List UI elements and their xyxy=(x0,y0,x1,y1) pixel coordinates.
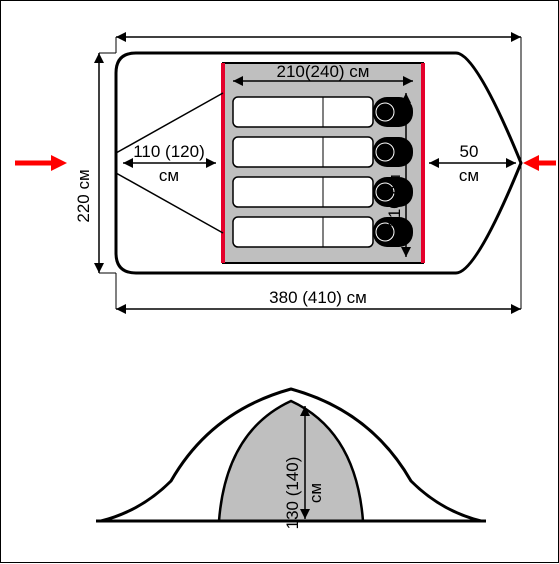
label-height-220: 220 см xyxy=(74,169,93,222)
label-side-height: 130 (140) xyxy=(283,457,302,530)
red-arrow-left xyxy=(15,155,67,171)
red-arrow-right xyxy=(523,155,556,171)
label-right-vestibule: 50 xyxy=(460,142,479,161)
label-left-vestibule-unit: см xyxy=(159,166,179,185)
label-inner-height: 210 см xyxy=(385,174,404,227)
label-left-vestibule: 110 (120) xyxy=(133,142,205,161)
label-right-vestibule-unit: см xyxy=(459,166,479,185)
label-inner-width: 210(240) см xyxy=(277,62,370,81)
dim-height-220: 220 см xyxy=(74,53,116,273)
top-view: 220 см 210(240) см 210 см xyxy=(15,32,556,314)
label-side-height-unit: см xyxy=(306,483,325,503)
side-view: 130 (140) см xyxy=(96,389,486,529)
tent-diagram: 220 см 210(240) см 210 см xyxy=(1,1,559,564)
label-total-width: 380 (410) см xyxy=(269,288,367,307)
